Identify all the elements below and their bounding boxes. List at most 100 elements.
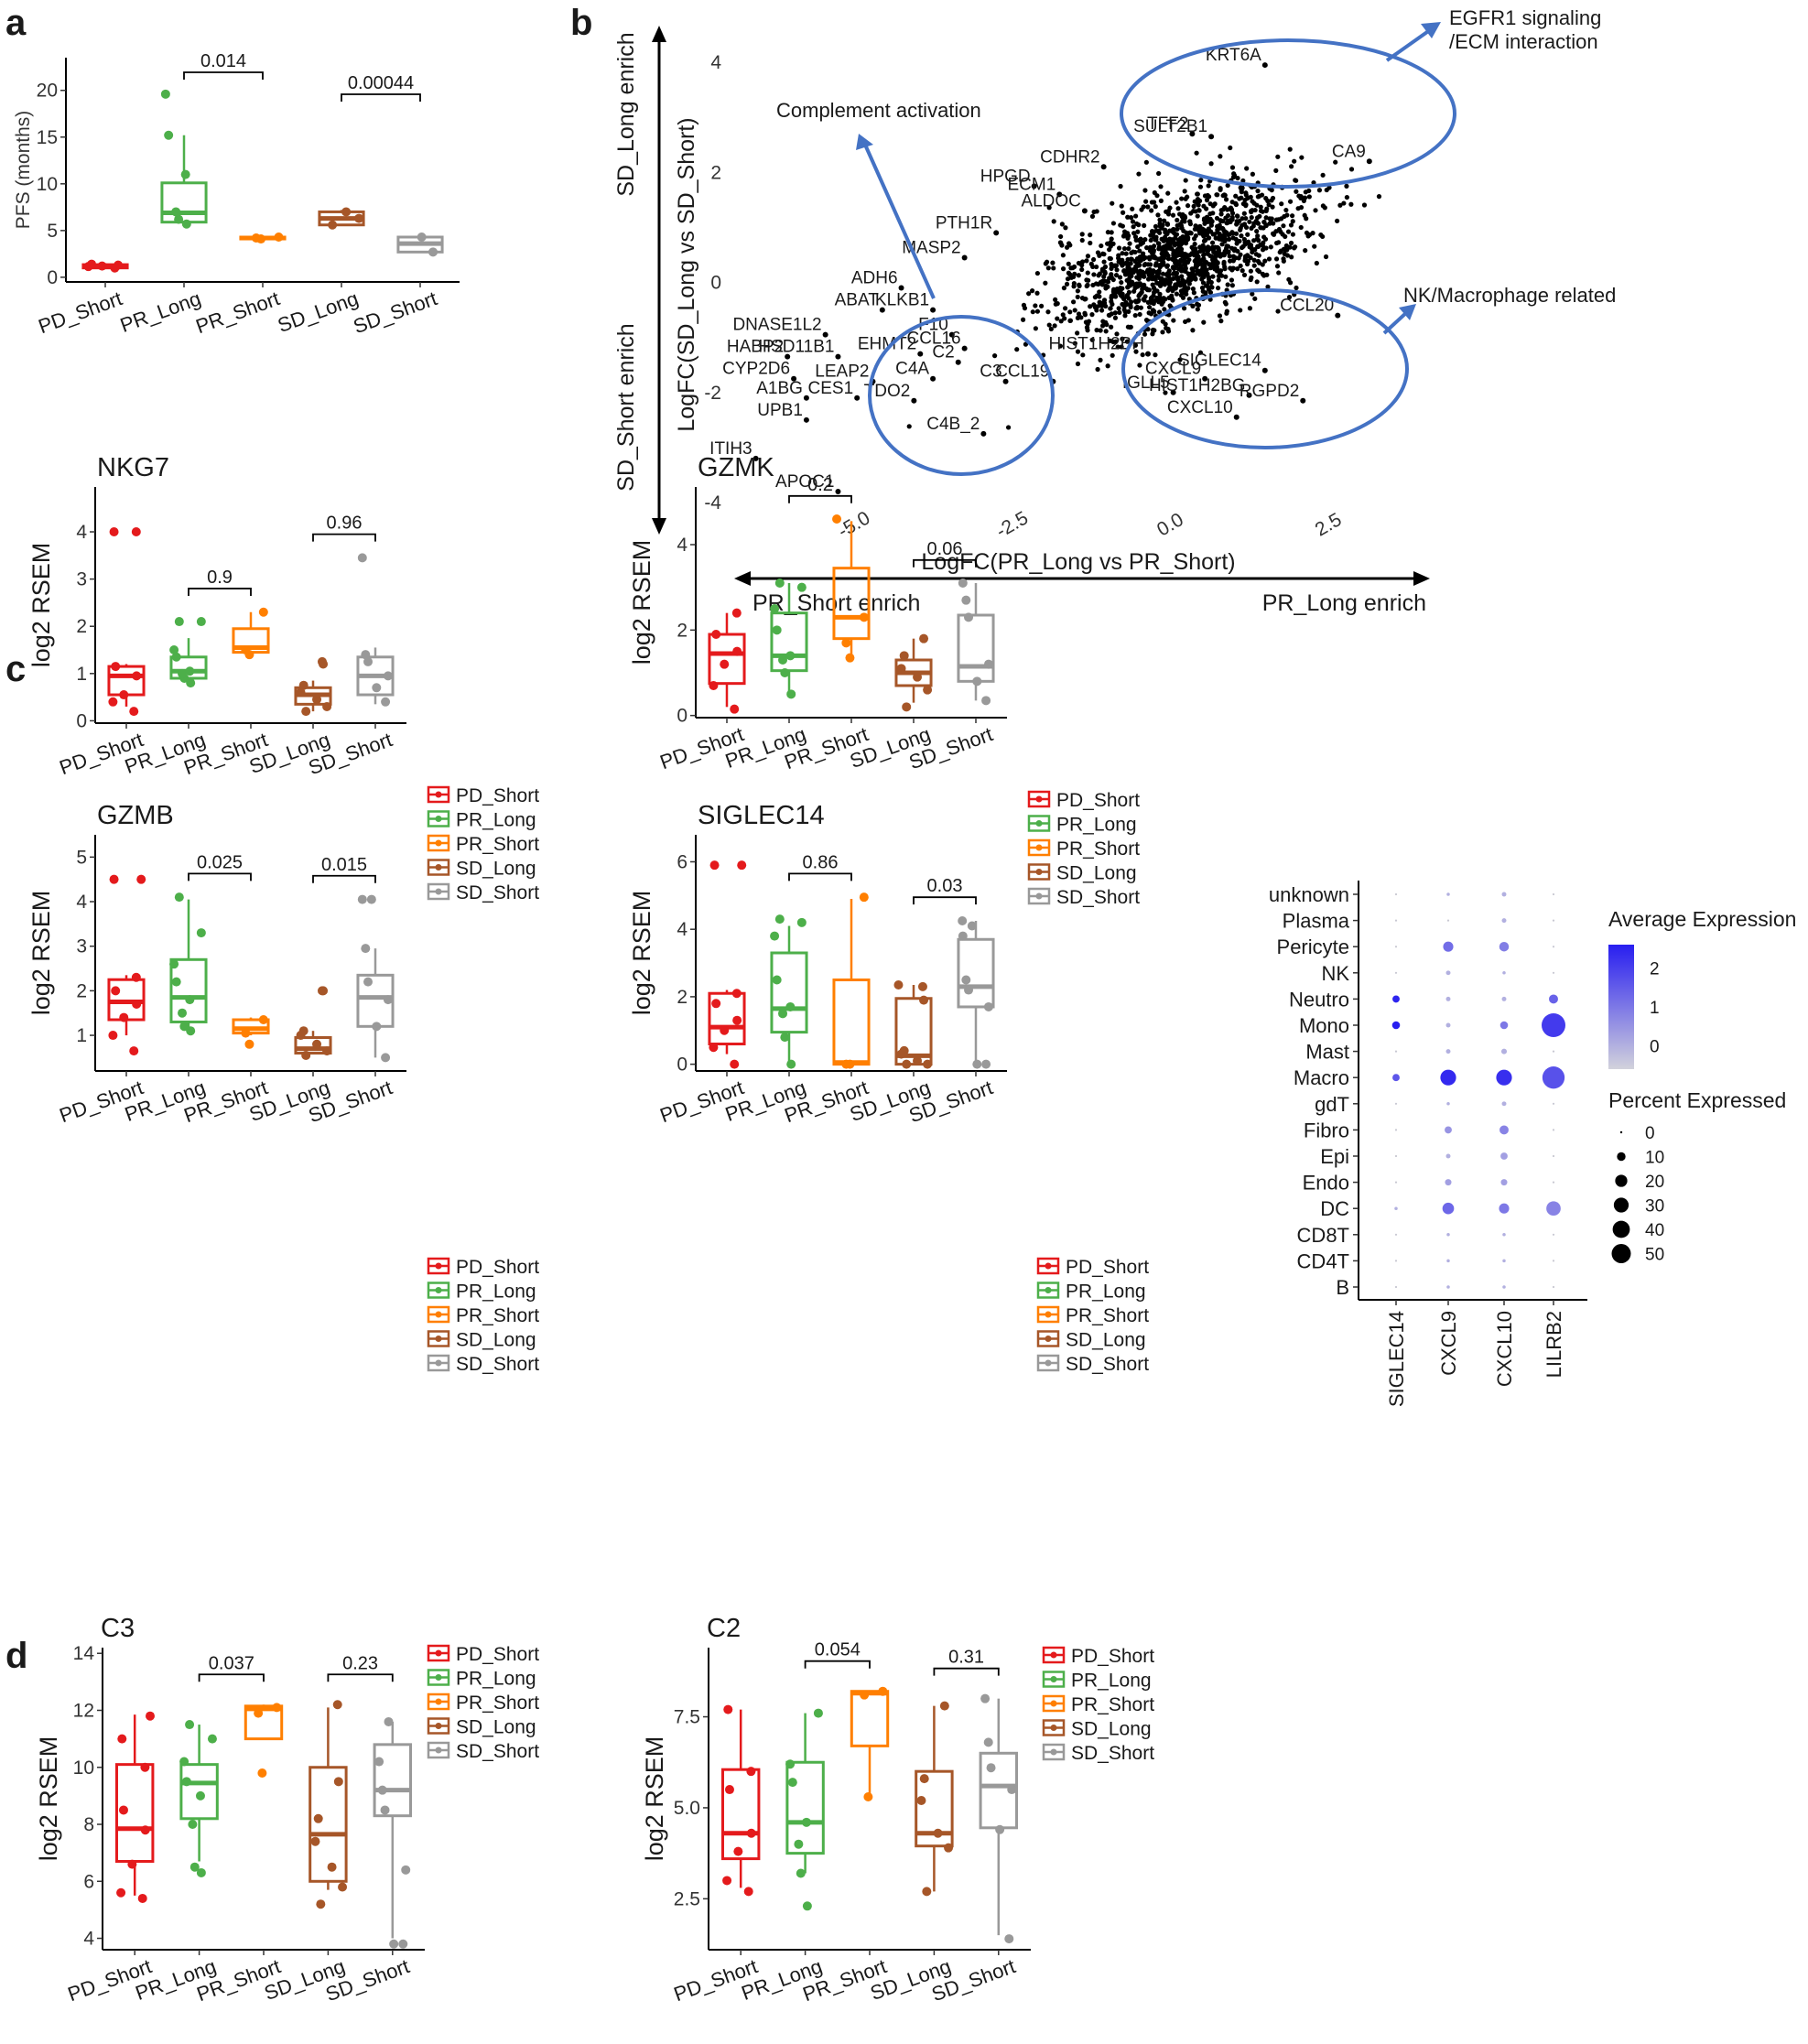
box-iqr	[957, 613, 995, 683]
scatter-point	[1316, 188, 1323, 193]
scatter-point	[1175, 222, 1180, 228]
scatter-point	[1124, 260, 1130, 265]
scatter-point	[1180, 211, 1185, 218]
scatter-point	[1206, 287, 1212, 292]
dotplot-col-label: CXCL10	[1493, 1311, 1516, 1387]
scatter-point	[1131, 224, 1136, 230]
scatter-point	[1126, 246, 1131, 252]
scatter-point	[1275, 154, 1281, 159]
scatter-point	[1034, 270, 1040, 276]
scatter-point	[1178, 243, 1184, 248]
legend-label: SD_Short	[1071, 1743, 1154, 1764]
scatter-point	[1167, 276, 1173, 282]
scatter-point	[1161, 296, 1166, 301]
scatter-point	[1376, 194, 1382, 200]
box-iqr	[294, 1035, 332, 1055]
dotplot-dot	[1445, 1049, 1451, 1054]
x-tick-label: 2.5	[1312, 509, 1346, 541]
dotplot-row-label: Mast	[1305, 1041, 1349, 1064]
box-point	[132, 999, 142, 1009]
scatter-point	[1119, 203, 1124, 209]
labeled-gene-point	[791, 375, 797, 382]
scatter-point	[1306, 232, 1313, 237]
dotplot-dot	[1394, 1129, 1398, 1131]
box-iqr	[894, 997, 933, 1066]
scatter-point	[1060, 253, 1066, 258]
scatter-point	[1348, 167, 1355, 172]
box-point	[322, 701, 332, 711]
scatter-point	[1193, 209, 1198, 214]
legend-label: PD_Short	[456, 1644, 539, 1665]
scatter-point	[1274, 264, 1281, 269]
scatter-point	[1182, 219, 1187, 224]
scatter-point	[1271, 232, 1277, 237]
legend-label: PD_Short	[1056, 790, 1140, 811]
y-tick-label: 4	[83, 1929, 94, 1950]
box-point	[372, 1022, 382, 1032]
legend-label: SD_Long	[1071, 1719, 1152, 1740]
box-point	[785, 1001, 796, 1011]
scatter-point	[1163, 390, 1168, 395]
box-iqr	[770, 951, 808, 1034]
dotplot-dot	[1501, 996, 1507, 1001]
y-tick-label: 4	[677, 535, 687, 556]
labeled-gene-point	[879, 307, 885, 313]
scatter-point	[1250, 291, 1255, 297]
scatter-point	[1229, 165, 1236, 170]
scatter-point	[1206, 217, 1211, 222]
scatter-point	[1045, 309, 1051, 315]
scatter-point	[1290, 232, 1296, 237]
arrowhead-complement	[856, 134, 873, 150]
y-tick-label: 6	[677, 851, 687, 872]
box-point	[179, 1757, 189, 1767]
scatter-point	[1226, 219, 1231, 224]
scatter-point	[1118, 183, 1123, 189]
legend-label: SD_Long	[1056, 863, 1137, 884]
scatter-point	[1102, 269, 1108, 275]
box-point	[401, 1865, 411, 1875]
scatter-point	[1090, 256, 1097, 263]
scatter-point	[1261, 240, 1266, 245]
y-axis-title: log2 RSEM	[27, 891, 55, 1016]
y-tick-label: 2	[76, 616, 87, 637]
scatter-point	[1099, 323, 1106, 329]
y-tick-label: 1	[76, 1025, 87, 1046]
dotplot-dot	[1552, 919, 1555, 922]
y-tick-label: -2	[704, 383, 721, 404]
labeled-gene-point	[752, 455, 759, 461]
box-point	[357, 553, 367, 563]
scatter-point	[1311, 179, 1316, 186]
scatter-point	[1021, 302, 1027, 308]
box-point	[711, 999, 721, 1009]
scatter-point	[1169, 229, 1175, 234]
y-axis-title: log2 RSEM	[27, 543, 55, 668]
scatter-point	[1075, 294, 1080, 300]
scatter-point	[1229, 277, 1235, 283]
box-point	[774, 579, 785, 588]
legend-label: PR_Short	[1071, 1694, 1154, 1715]
scatter-point	[1061, 286, 1066, 291]
scatter-point	[1253, 252, 1260, 257]
labeled-gene-point	[1261, 62, 1268, 69]
scatter-point	[1144, 245, 1150, 251]
scatter-point	[1241, 222, 1248, 227]
box-point	[383, 995, 393, 1005]
labeled-gene-point	[1031, 183, 1037, 189]
box-point	[333, 1777, 343, 1787]
scatter-point	[1126, 233, 1131, 239]
panel-d-c2-boxplot: C2 2.5 5.0 7.5 log2 RSEM PD_Short PR_LongPR_Sh…	[641, 1614, 1154, 2006]
y-enrich-arrowhead-down	[652, 518, 666, 535]
scatter-point	[1294, 178, 1299, 183]
scatter-point	[1172, 243, 1177, 248]
scatter-point	[1255, 194, 1261, 200]
y-tick-label: 2	[677, 987, 687, 1008]
scatter-point	[1116, 245, 1122, 251]
scatter-point	[1198, 178, 1204, 183]
legend-key-dot	[1045, 1336, 1052, 1342]
scatter-point	[1215, 286, 1221, 291]
dotplot-dot	[1446, 1285, 1450, 1289]
scatter-point	[1030, 309, 1035, 315]
scatter-point	[1089, 337, 1095, 342]
box-point	[178, 1008, 188, 1018]
box-iqr	[832, 978, 871, 1066]
